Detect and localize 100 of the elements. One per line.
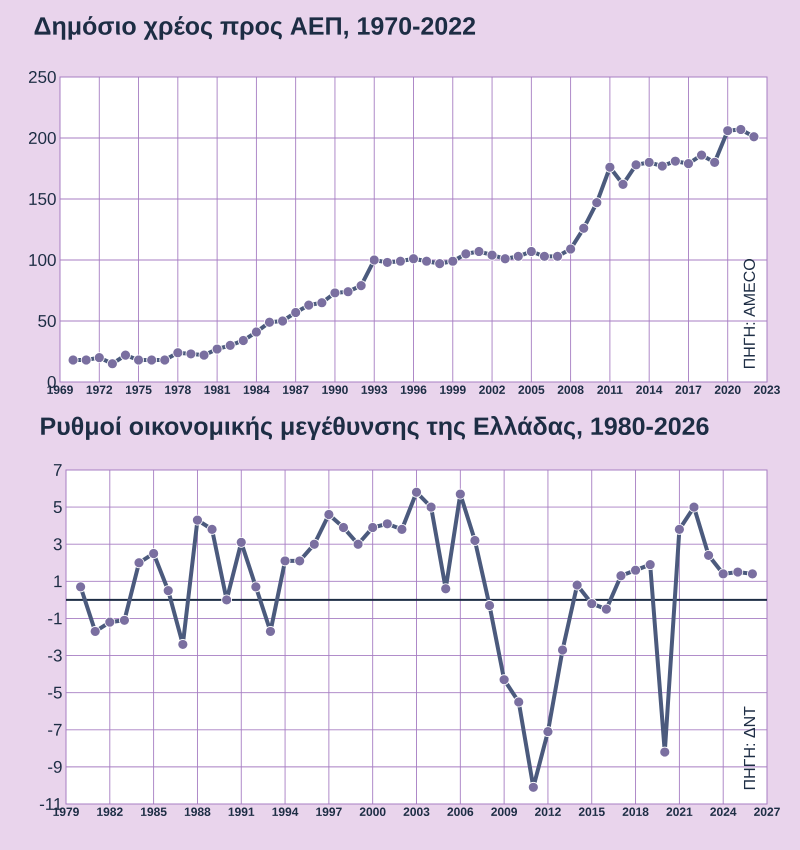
x-tick-label: 2014 xyxy=(636,386,662,394)
point xyxy=(303,300,314,311)
point xyxy=(421,256,432,267)
point xyxy=(604,162,616,173)
point xyxy=(528,782,539,793)
x-tick-label: 1969 xyxy=(47,386,73,394)
point xyxy=(747,568,758,580)
x-tick-label: 2000 xyxy=(360,808,386,816)
point xyxy=(586,598,598,609)
annotation: ΠΗΓΗ: ΔΝΤ xyxy=(744,706,755,790)
point xyxy=(212,344,223,354)
x-tick-label: 1988 xyxy=(184,808,210,816)
x-tick-label: 2008 xyxy=(558,386,584,394)
point xyxy=(542,726,554,738)
point xyxy=(572,580,583,590)
point xyxy=(460,248,472,260)
x-tick-label: 2002 xyxy=(479,386,505,394)
point xyxy=(316,297,328,308)
point xyxy=(454,488,466,500)
y-tick-label: -5 xyxy=(48,686,62,699)
point xyxy=(342,286,354,298)
point xyxy=(565,244,576,254)
x-tick-label: 2017 xyxy=(676,386,702,394)
point xyxy=(134,557,144,568)
x-tick-label: 1984 xyxy=(244,386,270,394)
point xyxy=(644,559,656,570)
x-tick-label: 1997 xyxy=(316,808,342,816)
point xyxy=(735,124,746,135)
point xyxy=(68,354,78,366)
x-tick-label: 2009 xyxy=(491,808,518,816)
y-tick-label: 3 xyxy=(54,538,62,550)
point xyxy=(552,250,563,262)
point xyxy=(250,326,262,338)
point xyxy=(206,524,218,535)
point xyxy=(703,550,714,561)
x-tick-label: 1991 xyxy=(228,808,254,816)
point xyxy=(382,518,393,530)
x-tick-label: 2020 xyxy=(714,386,741,394)
x-tick-label: 2003 xyxy=(404,808,430,816)
point xyxy=(119,614,130,626)
x-tick-label: 2018 xyxy=(622,808,649,816)
point xyxy=(323,509,334,520)
point xyxy=(352,538,364,550)
point xyxy=(591,197,602,208)
y-tick-label: 7 xyxy=(54,464,62,476)
x-tick-label: 1979 xyxy=(53,808,79,816)
point xyxy=(408,253,419,264)
point xyxy=(659,746,670,758)
y-tick-label: 5 xyxy=(54,501,62,514)
point xyxy=(367,522,378,533)
point xyxy=(512,250,524,262)
point xyxy=(294,556,306,566)
point xyxy=(382,257,393,268)
x-tick-label: 2006 xyxy=(447,808,474,816)
point xyxy=(172,347,184,358)
x-tick-label: 2011 xyxy=(597,386,623,394)
point xyxy=(644,156,655,168)
point xyxy=(732,566,744,578)
x-tick-label: 2027 xyxy=(754,808,780,816)
chart-title: Δημόσιο χρέος προς ΑΕΠ, 1970-2022 xyxy=(34,16,476,40)
point xyxy=(221,594,232,606)
y-tick-label: -7 xyxy=(48,724,62,736)
point xyxy=(177,639,188,650)
point xyxy=(106,358,118,370)
x-tick-label: 2021 xyxy=(666,808,692,816)
point xyxy=(395,256,406,267)
annotation: ΠΗΓΗ: AMECO xyxy=(744,259,755,368)
x-tick-label: 2015 xyxy=(578,808,605,816)
point xyxy=(618,178,628,190)
point xyxy=(330,288,340,298)
point xyxy=(696,150,707,160)
x-tick-label: 1972 xyxy=(86,386,112,394)
point xyxy=(630,564,641,576)
point xyxy=(709,156,720,168)
point xyxy=(338,522,349,533)
point xyxy=(224,340,236,351)
point xyxy=(470,535,480,546)
point xyxy=(162,585,174,596)
x-tick-label: 1990 xyxy=(322,386,348,394)
point xyxy=(368,254,380,266)
point xyxy=(94,352,105,363)
point xyxy=(718,568,729,580)
point xyxy=(396,524,408,535)
y-tick-label: -1 xyxy=(48,612,62,624)
point xyxy=(670,156,681,167)
point xyxy=(600,604,612,615)
point xyxy=(90,626,101,637)
point xyxy=(526,246,537,257)
y-tick-label: 50 xyxy=(38,314,56,328)
x-tick-label: 1982 xyxy=(97,808,123,816)
point xyxy=(513,696,524,708)
point xyxy=(440,583,452,594)
point xyxy=(656,160,668,172)
y-tick-label: -9 xyxy=(48,760,62,773)
x-tick-label: 1981 xyxy=(204,386,230,394)
point xyxy=(238,335,249,346)
point xyxy=(277,316,288,326)
point xyxy=(148,548,160,559)
chart-title: Ρυθμοί οικονομικής μεγέθυνσης της Ελλάδας, 1980-2026 xyxy=(41,416,709,440)
point xyxy=(616,570,626,582)
